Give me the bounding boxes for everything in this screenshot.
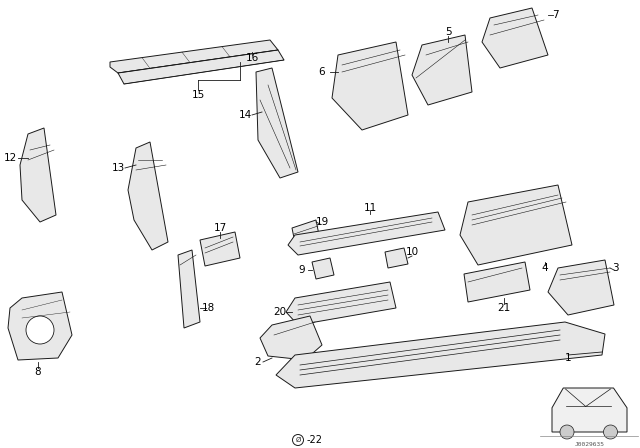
Text: 16: 16 xyxy=(245,53,259,63)
Circle shape xyxy=(604,425,618,439)
Polygon shape xyxy=(118,50,284,84)
Polygon shape xyxy=(110,40,278,73)
Text: 9: 9 xyxy=(299,265,305,275)
Polygon shape xyxy=(548,260,614,315)
Polygon shape xyxy=(128,142,168,250)
Polygon shape xyxy=(552,388,627,432)
Polygon shape xyxy=(412,35,472,105)
Text: Ø: Ø xyxy=(295,437,301,443)
Polygon shape xyxy=(464,262,530,302)
Text: 3: 3 xyxy=(612,263,618,273)
Text: 21: 21 xyxy=(497,303,511,313)
Polygon shape xyxy=(256,68,298,178)
Polygon shape xyxy=(200,232,240,266)
Polygon shape xyxy=(312,258,334,279)
Text: J0029635: J0029635 xyxy=(575,441,605,447)
Polygon shape xyxy=(260,316,322,360)
Circle shape xyxy=(560,425,574,439)
Polygon shape xyxy=(292,220,320,248)
Text: 20: 20 xyxy=(273,307,287,317)
Text: 5: 5 xyxy=(445,27,451,37)
Polygon shape xyxy=(482,8,548,68)
Polygon shape xyxy=(286,282,396,325)
Text: 19: 19 xyxy=(316,217,328,227)
Text: 14: 14 xyxy=(238,110,252,120)
Polygon shape xyxy=(332,42,408,130)
Text: 4: 4 xyxy=(541,263,548,273)
Text: 18: 18 xyxy=(202,303,214,313)
Text: -22: -22 xyxy=(307,435,323,445)
Polygon shape xyxy=(288,212,445,255)
Polygon shape xyxy=(178,250,200,328)
Circle shape xyxy=(292,435,303,445)
Text: 8: 8 xyxy=(35,367,42,377)
Text: 2: 2 xyxy=(255,357,261,367)
Polygon shape xyxy=(385,248,408,268)
Text: 11: 11 xyxy=(364,203,376,213)
Text: 6: 6 xyxy=(319,67,325,77)
Text: 10: 10 xyxy=(405,247,419,257)
Polygon shape xyxy=(276,322,605,388)
Text: 15: 15 xyxy=(191,90,205,100)
Text: 17: 17 xyxy=(213,223,227,233)
Circle shape xyxy=(26,316,54,344)
Text: 7: 7 xyxy=(552,10,558,20)
Polygon shape xyxy=(8,292,72,360)
Text: 1: 1 xyxy=(564,353,572,363)
Polygon shape xyxy=(460,185,572,265)
Text: 13: 13 xyxy=(111,163,125,173)
Text: 12: 12 xyxy=(3,153,17,163)
Polygon shape xyxy=(20,128,56,222)
